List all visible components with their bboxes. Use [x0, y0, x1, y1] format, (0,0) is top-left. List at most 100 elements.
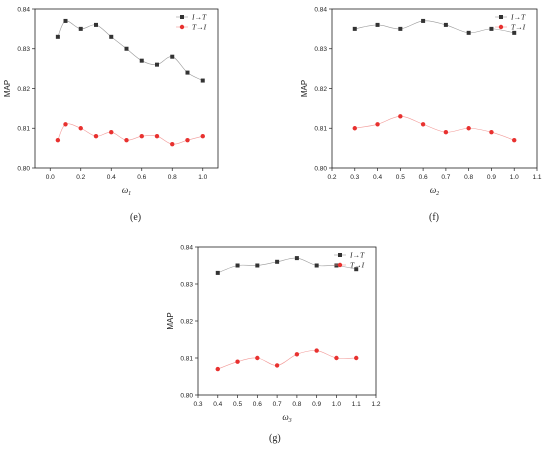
legend-label: T→I: [192, 23, 207, 32]
data-point-t-to-i: [63, 122, 68, 127]
y-tick-label: 0.80: [314, 165, 327, 172]
data-point-i-to-t: [443, 22, 448, 27]
y-tick-label: 0.82: [314, 86, 327, 93]
y-tick-label: 0.84: [314, 6, 327, 13]
y-axis-label: MAP: [3, 80, 12, 97]
data-point-t-to-i: [274, 363, 280, 368]
data-point-i-to-t: [200, 78, 205, 83]
data-point-i-to-t: [334, 263, 339, 268]
x-tick-label: 0.9: [487, 174, 496, 181]
x-tick-label: 1.1: [532, 174, 541, 181]
x-tick-label: 1.2: [371, 401, 380, 408]
x-tick-label: 0.5: [233, 401, 242, 408]
x-tick-label: 0.2: [76, 174, 85, 181]
x-tick-label: 0.6: [419, 174, 428, 181]
x-tick-label: 0.4: [213, 401, 222, 408]
legend-label: T→I: [350, 261, 365, 270]
data-point-t-to-i: [215, 366, 220, 372]
y-tick-label: 0.82: [180, 318, 193, 325]
data-point-i-to-t: [421, 18, 426, 23]
data-point-i-to-t: [139, 58, 144, 63]
data-point-t-to-i: [185, 137, 190, 143]
x-tick-label: 1.0: [332, 401, 341, 408]
data-point-i-to-t: [185, 70, 190, 75]
legend-label: I→T: [191, 13, 207, 22]
data-point-i-to-t: [235, 263, 240, 268]
x-tick-label: 1.0: [510, 174, 519, 181]
data-point-i-to-t: [94, 22, 98, 27]
data-point-t-to-i: [375, 122, 380, 127]
data-point-t-to-i: [443, 130, 449, 135]
x-tick-label: 0.6: [253, 401, 262, 408]
data-point-i-to-t: [489, 26, 494, 31]
x-tick-label: 0.4: [373, 174, 382, 181]
data-point-t-to-i: [55, 137, 61, 143]
data-point-t-to-i: [294, 352, 300, 357]
y-tick-label: 0.82: [17, 86, 30, 93]
x-tick-label: 0.8: [464, 174, 473, 181]
y-tick-label: 0.83: [17, 46, 30, 53]
legend-marker-circle: [179, 24, 185, 30]
legend-marker-square: [338, 253, 342, 257]
data-point-i-to-t: [314, 263, 319, 268]
y-tick-label: 0.80: [180, 392, 193, 399]
data-point-i-to-t: [63, 18, 68, 23]
caption-f: (f): [429, 212, 439, 223]
x-tick-label: 1.1: [352, 401, 361, 408]
y-tick-label: 0.80: [17, 165, 30, 172]
y-axis-label: MAP: [300, 80, 309, 97]
x-axis-label: ω3: [282, 412, 291, 424]
x-tick-label: 0.5: [396, 174, 405, 181]
data-point-t-to-i: [420, 122, 426, 127]
y-tick-label: 0.81: [17, 126, 30, 133]
legend-label: I→T: [349, 251, 365, 260]
x-axis-label: ω2: [430, 185, 439, 197]
data-point-t-to-i: [314, 348, 319, 353]
y-tick-label: 0.81: [180, 355, 193, 362]
chart-panel-g: 0.80 0.81 0.82 0.83 0.84 0.3 0.4 0.5 0.6 0.7 0.8 0.…: [160, 237, 410, 427]
legend-label: T→I: [511, 23, 526, 32]
data-point-t-to-i: [109, 130, 114, 135]
data-point-t-to-i: [139, 134, 144, 139]
data-point-t-to-i: [154, 134, 160, 139]
chart-panel-f: 0.80 0.81 0.82 0.83 0.84 0.2 0.3 0.4 0.5 0.6 0.7 0.…: [295, 0, 550, 200]
x-tick-label: 0.7: [273, 401, 282, 408]
data-point-i-to-t: [124, 46, 129, 51]
y-axis-label: MAP: [166, 312, 175, 329]
y-tick-label: 0.83: [314, 46, 327, 53]
chart-f-svg: 0.80 0.81 0.82 0.83 0.84 0.2 0.3 0.4 0.5 0.6 0.7 0.…: [300, 6, 542, 197]
data-point-t-to-i: [78, 126, 83, 131]
data-point-t-to-i: [93, 134, 99, 139]
x-tick-label: 0.4: [107, 174, 116, 181]
x-tick-label: 0.8: [292, 401, 301, 408]
x-tick-label: 0.3: [350, 174, 359, 181]
x-axis-label: ω1: [122, 185, 131, 197]
legend-marker-circle: [337, 262, 343, 268]
data-point-i-to-t: [512, 30, 517, 35]
data-point-i-to-t: [215, 270, 220, 275]
data-point-t-to-i: [489, 130, 494, 135]
data-point-t-to-i: [354, 355, 359, 361]
data-point-t-to-i: [200, 134, 205, 139]
legend-marker-circle: [498, 24, 504, 30]
data-point-t-to-i: [334, 355, 339, 361]
data-point-t-to-i: [170, 141, 175, 147]
data-point-i-to-t: [155, 62, 159, 67]
x-tick-label: 0.3: [193, 401, 202, 408]
plot-frame: [34, 8, 219, 169]
series-line-t-to-i: [354, 116, 515, 141]
data-point-t-to-i: [512, 137, 517, 143]
data-point-t-to-i: [255, 355, 260, 361]
caption-e: (e): [130, 212, 142, 223]
data-point-i-to-t: [78, 26, 83, 31]
x-tick-label: 0.8: [168, 174, 177, 181]
x-tick-label: 0.0: [46, 174, 55, 181]
y-tick-label: 0.83: [180, 281, 193, 288]
x-tick-label: 0.2: [327, 174, 336, 181]
data-point-t-to-i: [124, 137, 129, 143]
data-point-i-to-t: [398, 26, 403, 31]
data-point-t-to-i: [398, 114, 403, 119]
y-tick-label: 0.84: [17, 6, 30, 13]
x-tick-label: 0.6: [137, 174, 146, 181]
chart-g-svg: 0.80 0.81 0.82 0.83 0.84 0.3 0.4 0.5 0.6 0.7 0.8 0.…: [166, 244, 381, 424]
